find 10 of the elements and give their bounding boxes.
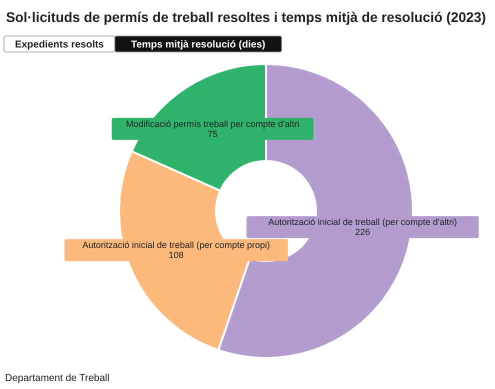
- data-label: 108: [168, 250, 184, 260]
- data-label: 75: [208, 128, 218, 139]
- text: Expedients resolts: [14, 40, 104, 50]
- slice-label: Modificació permís treball per compte d'altri: [126, 118, 300, 129]
- chart-title: Sol·licituds de permís de treball resoltes i temps mitjà de resolució (2023): [6, 9, 495, 25]
- data-label: 226: [355, 227, 370, 238]
- slice-label: Autorització inicial de treball (per compte d'altri): [268, 217, 458, 228]
- text: Departament de Treball: [5, 373, 110, 384]
- slice-label: Autorització inicial de treball (per compte propi): [82, 240, 270, 250]
- text: Temps mitjà resolució (dies): [131, 40, 266, 50]
